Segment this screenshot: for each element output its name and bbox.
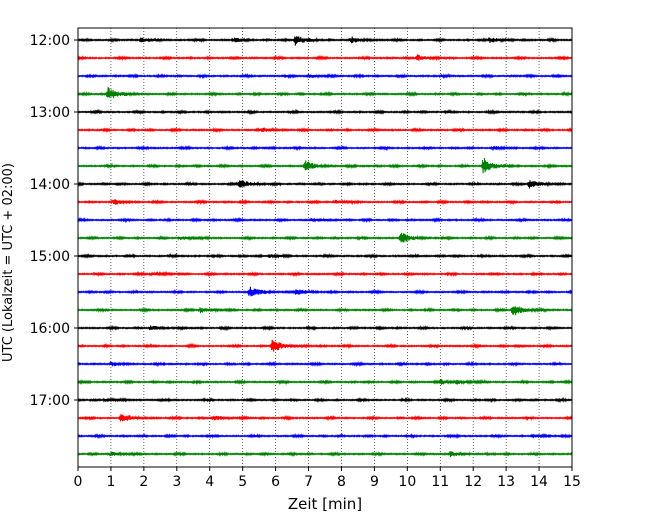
trace-1330 bbox=[77, 144, 573, 152]
trace-1200 bbox=[77, 35, 573, 46]
x-tick-label: 5 bbox=[238, 474, 247, 490]
trace-1730 bbox=[77, 432, 573, 440]
trace-1400 bbox=[77, 180, 573, 189]
trace-1430 bbox=[77, 216, 573, 224]
trace-1700 bbox=[77, 396, 573, 404]
trace-1415 bbox=[77, 198, 573, 206]
x-tick-label: 8 bbox=[337, 474, 346, 490]
y-tick-label: 13:00 bbox=[30, 105, 70, 121]
trace-1615 bbox=[77, 339, 573, 352]
x-tick-label: 13 bbox=[497, 474, 515, 490]
x-tick-label: 0 bbox=[74, 474, 83, 490]
trace-1530 bbox=[77, 286, 573, 297]
x-tick-label: 4 bbox=[205, 474, 214, 490]
y-tick-label: 16:00 bbox=[30, 321, 70, 337]
x-tick-label: 12 bbox=[464, 474, 482, 490]
trace-1315 bbox=[77, 126, 573, 134]
x-tick-label: 10 bbox=[398, 474, 416, 490]
y-tick-label: 14:00 bbox=[30, 177, 70, 193]
x-tick-label: 6 bbox=[271, 474, 280, 490]
x-tick-label: 9 bbox=[370, 474, 379, 490]
x-tick-label: 11 bbox=[431, 474, 449, 490]
grid-lines bbox=[110, 28, 540, 467]
x-axis-label: Zeit [min] bbox=[288, 495, 362, 513]
x-tick-label: 15 bbox=[563, 474, 581, 490]
trace-1245 bbox=[77, 87, 573, 99]
x-tick-label: 2 bbox=[139, 474, 148, 490]
trace-1300 bbox=[77, 108, 573, 116]
y-tick-label: 15:00 bbox=[30, 249, 70, 265]
y-axis-ticks: 12:00 13:00 14:00 15:00 16:00 17:00 bbox=[30, 33, 78, 409]
trace-1500 bbox=[77, 252, 573, 260]
plot-frame bbox=[77, 27, 573, 468]
x-axis-ticks: 0 1 2 3 4 5 6 7 8 9 10 11 12 13 14 15 bbox=[74, 467, 581, 490]
x-tick-label: 1 bbox=[106, 474, 115, 490]
trace-1345 bbox=[77, 157, 573, 174]
trace-1545 bbox=[77, 306, 573, 316]
trace-1715 bbox=[77, 413, 573, 422]
trace-1745 bbox=[77, 450, 573, 458]
trace-1600 bbox=[77, 324, 573, 332]
y-axis-label: UTC (Lokalzeit = UTC + 02:00) bbox=[1, 163, 16, 362]
y-tick-label: 12:00 bbox=[30, 33, 70, 49]
trace-1630 bbox=[77, 360, 573, 368]
x-tick-label: 14 bbox=[530, 474, 548, 490]
trace-1645 bbox=[77, 378, 573, 386]
trace-1515 bbox=[77, 270, 573, 278]
trace-1230 bbox=[77, 72, 573, 80]
x-tick-label: 3 bbox=[172, 474, 181, 490]
trace-1445 bbox=[77, 232, 573, 243]
x-tick-label: 7 bbox=[304, 474, 313, 490]
trace-lines bbox=[77, 35, 573, 458]
y-tick-label: 17:00 bbox=[30, 393, 70, 409]
trace-1215 bbox=[77, 54, 573, 62]
